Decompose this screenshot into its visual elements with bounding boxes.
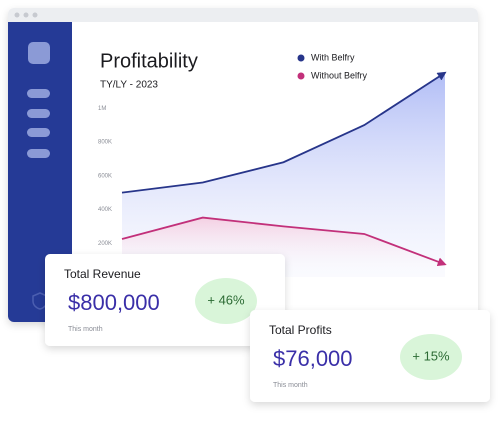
chart-title: Profitability — [100, 50, 198, 72]
sidebar-item[interactable] — [27, 149, 50, 158]
title-bar — [8, 8, 478, 22]
metric-card: Total Revenue $800,000 This month + 46% — [45, 254, 285, 346]
change-badge — [195, 278, 257, 324]
y-tick-label: 1M — [98, 106, 106, 112]
change-badge — [400, 334, 462, 380]
card-period: This month — [68, 326, 103, 333]
card-title: Total Profits — [269, 323, 332, 337]
sidebar-item[interactable] — [27, 89, 50, 98]
y-tick-label: 400K — [98, 207, 112, 213]
legend-dot — [297, 54, 305, 62]
y-tick-label: 200K — [98, 241, 112, 247]
card-amount: $800,000 — [68, 290, 160, 315]
metric-card: Total Profits $76,000 This month + 15% — [250, 310, 490, 402]
y-tick-label: 800K — [98, 140, 112, 146]
legend-label: With Belfry — [311, 52, 355, 62]
sidebar-logo[interactable] — [28, 42, 50, 64]
card-period: This month — [273, 382, 308, 389]
card-title: Total Revenue — [64, 267, 141, 281]
sidebar — [8, 22, 72, 322]
change-text: + 46% — [207, 292, 245, 307]
change-text: + 15% — [412, 348, 450, 363]
sidebar-item[interactable] — [27, 128, 50, 137]
line — [121, 216, 447, 267]
card-amount: $76,000 — [273, 346, 353, 371]
y-tick-label: 600K — [98, 173, 112, 179]
window-dot — [23, 12, 29, 18]
line — [121, 71, 447, 194]
chart-subtitle: TY/LY - 2023 — [100, 80, 158, 91]
legend-dot — [297, 72, 305, 80]
legend-label: Without Belfry — [311, 70, 368, 80]
window-dot — [14, 12, 20, 18]
window-dot — [32, 12, 38, 18]
sidebar-item[interactable] — [27, 109, 50, 118]
